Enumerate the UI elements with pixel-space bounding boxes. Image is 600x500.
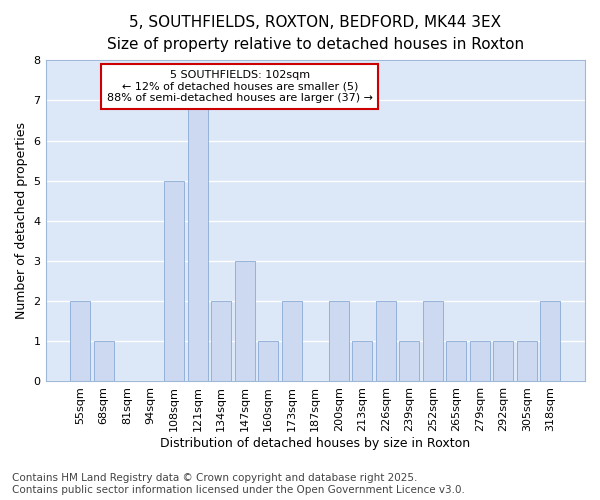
Bar: [376, 301, 396, 382]
X-axis label: Distribution of detached houses by size in Roxton: Distribution of detached houses by size …: [160, 437, 470, 450]
Bar: [541, 301, 560, 382]
Bar: [352, 342, 373, 382]
Bar: [258, 342, 278, 382]
Bar: [211, 301, 231, 382]
Bar: [400, 342, 419, 382]
Bar: [329, 301, 349, 382]
Y-axis label: Number of detached properties: Number of detached properties: [15, 122, 28, 320]
Bar: [235, 261, 255, 382]
Bar: [94, 342, 113, 382]
Bar: [446, 342, 466, 382]
Title: 5, SOUTHFIELDS, ROXTON, BEDFORD, MK44 3EX
Size of property relative to detached : 5, SOUTHFIELDS, ROXTON, BEDFORD, MK44 3E…: [107, 15, 524, 52]
Bar: [470, 342, 490, 382]
Text: 5 SOUTHFIELDS: 102sqm
← 12% of detached houses are smaller (5)
88% of semi-detac: 5 SOUTHFIELDS: 102sqm ← 12% of detached …: [107, 70, 373, 103]
Bar: [423, 301, 443, 382]
Bar: [188, 100, 208, 382]
Bar: [493, 342, 514, 382]
Text: Contains HM Land Registry data © Crown copyright and database right 2025.
Contai: Contains HM Land Registry data © Crown c…: [12, 474, 465, 495]
Bar: [70, 301, 90, 382]
Bar: [282, 301, 302, 382]
Bar: [164, 180, 184, 382]
Bar: [517, 342, 537, 382]
